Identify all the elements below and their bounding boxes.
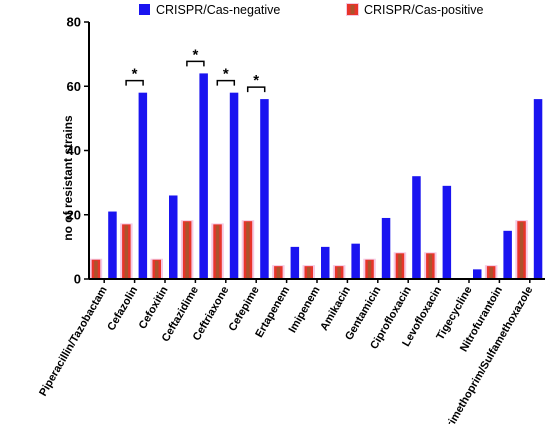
- legend-label-crispr-cas-negative: CRISPR/Cas-negative: [156, 3, 280, 17]
- significance-label-ceftazidime: *: [192, 46, 198, 63]
- y-tick-label-40: 40: [67, 143, 81, 158]
- bar-negative-gentamicin: [381, 217, 391, 279]
- bar-negative-nitrofurantoin: [503, 230, 512, 279]
- bar-positive-core-cefazolin: [124, 225, 129, 279]
- bar-positive-core-ciprofloxacin: [398, 254, 402, 279]
- bar-positive-core-gentamicin: [367, 260, 372, 279]
- y-tick-label-80: 80: [67, 15, 81, 30]
- x-tick-label-cefepime: Cefepime: [227, 285, 262, 334]
- legend: CRISPR/Cas-negative CRISPR/Cas-positive: [139, 3, 484, 17]
- y-tick-label-20: 20: [67, 207, 81, 222]
- bar-negative-cefepime: [260, 99, 269, 279]
- legend-swatch-crispr-cas-negative: [139, 4, 150, 15]
- x-tick-label-cefazolin: Cefazolin: [105, 284, 140, 333]
- significance-bracket-ceftriaxone: [216, 79, 236, 86]
- bar-negative-cefoxitin: [169, 195, 178, 279]
- bar-negative-ertapenem: [290, 246, 300, 279]
- bar-positive-core-ertapenem: [276, 267, 281, 279]
- bar-negative-amikacin: [351, 243, 360, 279]
- y-tick-label-0: 0: [74, 272, 81, 287]
- legend-swatch-core-crispr-cas-positive: [350, 5, 355, 14]
- y-axis-label: no of resistant strains: [61, 115, 75, 241]
- bar-positive-core-nitrofurantoin: [489, 267, 493, 279]
- x-tick-label-cefoxitin: Cefoxitin: [137, 284, 171, 331]
- bar-positive-core-amikacin: [337, 267, 341, 279]
- bar-negative-ceftazidime: [199, 73, 208, 280]
- x-tick-label-amikacin: Amikacin: [318, 284, 353, 333]
- bar-positive-core-levofloxacin: [428, 254, 433, 279]
- bar-positive-core-ceftazidime: [185, 222, 189, 279]
- significance-bracket-cefazolin: [125, 79, 144, 86]
- significance-bracket-ceftazidime: [186, 60, 205, 67]
- significance-label-ceftriaxone: *: [223, 66, 229, 83]
- bar-positive-core-cefoxitin: [155, 260, 159, 279]
- bars-group: [89, 73, 543, 280]
- bar-negative-tigecycline: [473, 269, 482, 279]
- bar-negative-trimethoprim-sulfamethoxazole: [533, 99, 543, 279]
- bar-negative-levofloxacin: [442, 185, 452, 279]
- bar-positive-core-ceftriaxone: [215, 225, 220, 279]
- significance-label-cefepime: *: [253, 72, 259, 89]
- significance-bracket-cefepime: [246, 86, 266, 93]
- bar-positive-core-piperacillin-tazobactam: [94, 260, 98, 279]
- significance-group: * * * *: [125, 46, 266, 93]
- bar-positive-core-cefepime: [246, 222, 250, 279]
- significance-label-cefazolin: *: [132, 66, 138, 83]
- x-tick-label-piperacillin-tazobactam: Piperacillin/Tazobactam: [37, 284, 110, 398]
- bar-positive-core-imipenem: [307, 267, 311, 279]
- y-tick-label-60: 60: [67, 79, 81, 94]
- bar-negative-ceftriaxone: [229, 92, 239, 279]
- bar-negative-imipenem: [321, 246, 330, 279]
- bar-negative-ciprofloxacin: [412, 176, 421, 279]
- bar-positive-core-trimethoprim-sulfamethoxazole: [519, 222, 524, 279]
- bar-negative-cefazolin: [138, 92, 148, 279]
- legend-label-crispr-cas-positive: CRISPR/Cas-positive: [364, 3, 484, 17]
- bar-negative-piperacillin-tazobactam: [108, 211, 117, 279]
